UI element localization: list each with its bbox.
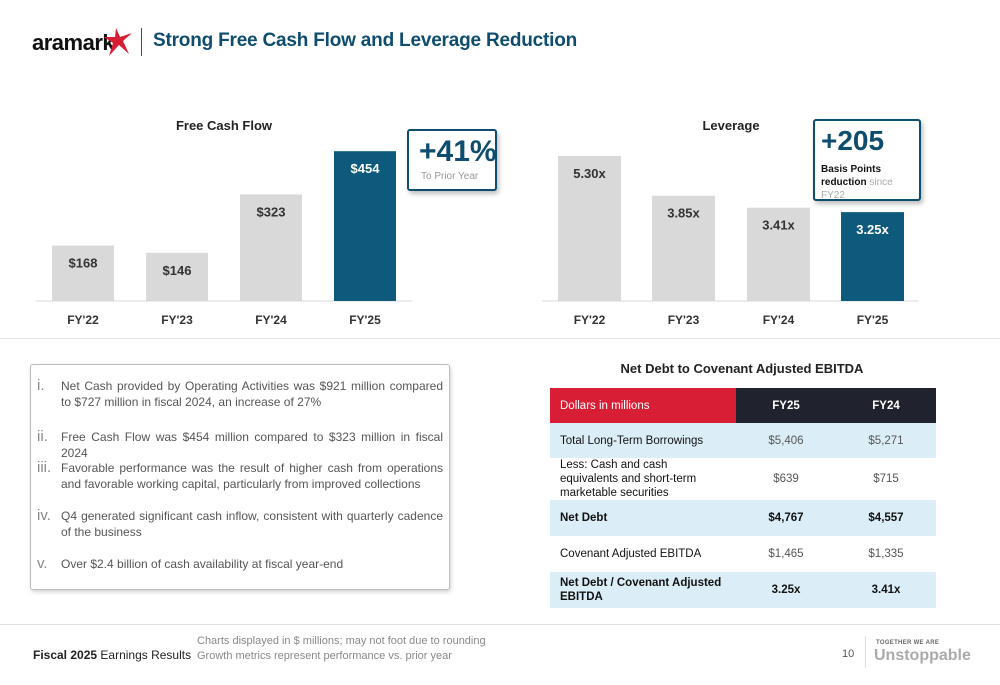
aramark-logo: aramark bbox=[32, 26, 132, 60]
table-row: Net Debt $4,767 $4,557 bbox=[550, 500, 936, 536]
slide-title: Strong Free Cash Flow and Leverage Reduc… bbox=[153, 30, 578, 51]
bullet-text: Over $2.4 billion of cash availability a… bbox=[61, 557, 344, 571]
highlights-box: i. Net Cash provided by Operating Activi… bbox=[30, 364, 450, 590]
table-row: Net Debt / Covenant Adjusted EBITDA 3.25… bbox=[550, 572, 936, 608]
row-label: Net Debt bbox=[550, 500, 736, 536]
bullet-text: Q4 generated significant cash inflow, co… bbox=[61, 509, 443, 539]
leverage-caption-grey: since FY22 bbox=[821, 177, 893, 201]
category-label: FY'23 bbox=[668, 313, 700, 327]
table-row: Covenant Adjusted EBITDA $1,465 $1,335 bbox=[550, 536, 936, 572]
bar bbox=[334, 151, 396, 301]
bar bbox=[747, 207, 810, 301]
bar bbox=[52, 245, 114, 301]
bullet-text: Favorable performance was the result of … bbox=[61, 461, 443, 491]
tagline-small: TOGETHER WE ARE bbox=[876, 640, 940, 646]
bar-value-label: 5.30x bbox=[573, 166, 606, 181]
category-label: FY'24 bbox=[763, 313, 795, 327]
category-label: FY'24 bbox=[255, 313, 287, 327]
row-label: Covenant Adjusted EBITDA bbox=[560, 548, 702, 560]
row-label: Less: Cash and cash equivalents and shor… bbox=[560, 459, 697, 499]
row-label: Total Long-Term Borrowings bbox=[550, 423, 736, 458]
bullet-text: Free Cash Flow was $454 million compared… bbox=[61, 430, 443, 460]
leverage-reduction-value: +205 bbox=[821, 125, 885, 156]
bar-value-label: 3.85x bbox=[667, 206, 700, 221]
bullet-number: v. bbox=[37, 555, 48, 572]
bar bbox=[841, 212, 904, 301]
header-units: Dollars in millions bbox=[550, 388, 736, 423]
bullet-number: iii. bbox=[37, 459, 52, 476]
free-cash-flow-chart: Free Cash Flow $168 FY'22 $146 FY'23 $323 FY'2… bbox=[36, 118, 412, 327]
bar-value-label: $146 bbox=[163, 263, 192, 278]
star-person-icon bbox=[104, 28, 132, 56]
title-divider bbox=[141, 28, 142, 56]
bar bbox=[146, 252, 208, 301]
footer-report-rest: Earnings Results bbox=[97, 648, 192, 662]
category-label: FY'25 bbox=[857, 313, 889, 327]
bar bbox=[558, 156, 621, 301]
bar bbox=[240, 194, 302, 301]
bar bbox=[652, 195, 715, 301]
footer-fiscal: Fiscal 2025 bbox=[33, 648, 98, 662]
bar-value-label: $454 bbox=[351, 161, 381, 176]
bullet-number: iv. bbox=[37, 507, 51, 524]
category-label: FY'23 bbox=[161, 313, 193, 327]
bar-value-label: 3.25x bbox=[856, 222, 889, 237]
fcf-growth-callout: +41% To Prior Year bbox=[407, 129, 497, 191]
footer-notes: Charts displayed in $ millions; may not … bbox=[197, 634, 486, 664]
header-fy24: FY24 bbox=[836, 388, 936, 423]
footer-note-2: Growth metrics represent performance vs.… bbox=[197, 650, 452, 662]
footer-report-name: Fiscal 2025 Earnings Results bbox=[33, 648, 191, 662]
row-fy24: $715 bbox=[873, 473, 899, 485]
section-divider bbox=[0, 338, 1000, 339]
bullet-text: Net Cash provided by Operating Activitie… bbox=[61, 379, 443, 409]
bar-value-label: $168 bbox=[69, 256, 98, 271]
fcf-growth-caption: To Prior Year bbox=[421, 171, 479, 182]
footer-note-1: Charts displayed in $ millions; may not … bbox=[197, 635, 486, 647]
row-fy25: $1,465 bbox=[768, 548, 804, 560]
page-number: 10 bbox=[842, 648, 855, 660]
leverage-reduction-caption: Basis Points reduction since FY22 bbox=[821, 163, 919, 202]
leverage-reduction-callout: +205 Basis Points reduction since FY22 bbox=[813, 119, 921, 201]
row-fy24: $4,557 bbox=[836, 500, 936, 536]
row-label: Net Debt / Covenant Adjusted EBITDA bbox=[550, 572, 736, 608]
bullet-number: ii. bbox=[37, 428, 48, 445]
row-fy25: $5,406 bbox=[736, 423, 836, 458]
bullet-number: i. bbox=[37, 377, 45, 394]
footer-separator bbox=[865, 636, 866, 668]
leverage-caption-bold: Basis Points reduction bbox=[821, 164, 882, 188]
footer-divider bbox=[0, 624, 1000, 625]
net-debt-table: Dollars in millions FY25 FY24 Total Long… bbox=[550, 388, 936, 608]
fcf-growth-value: +41% bbox=[419, 135, 497, 168]
row-fy25: $639 bbox=[773, 473, 799, 485]
row-fy25: 3.25x bbox=[736, 572, 836, 608]
chart-title: Leverage bbox=[702, 118, 759, 133]
category-label: FY'22 bbox=[574, 313, 606, 327]
row-fy24: $1,335 bbox=[868, 548, 904, 560]
table-title: Net Debt to Covenant Adjusted EBITDA bbox=[620, 361, 864, 376]
tagline-unstoppable: Unstoppable bbox=[874, 647, 971, 664]
category-label: FY'25 bbox=[349, 313, 381, 327]
category-label: FY'22 bbox=[67, 313, 99, 327]
row-fy24: $5,271 bbox=[836, 423, 936, 458]
bar-value-label: $323 bbox=[257, 204, 286, 219]
logo-wordmark: aramark bbox=[32, 30, 115, 55]
row-fy25: $4,767 bbox=[736, 500, 836, 536]
table-row: Total Long-Term Borrowings $5,406 $5,271 bbox=[550, 423, 936, 458]
row-fy24: 3.41x bbox=[836, 572, 936, 608]
chart-title: Free Cash Flow bbox=[176, 118, 273, 133]
table-header-row: Dollars in millions FY25 FY24 bbox=[550, 388, 936, 423]
leverage-chart: Leverage 5.30x FY'22 3.85x FY'23 3.41x FY'24 3.… bbox=[542, 118, 918, 327]
table-row: Less: Cash and cash equivalents and shor… bbox=[550, 458, 936, 500]
bar-value-label: 3.41x bbox=[762, 218, 795, 233]
header-fy25: FY25 bbox=[736, 388, 836, 423]
charts-area: Free Cash Flow $168 FY'22 $146 FY'23 $323 FY'2… bbox=[36, 118, 918, 327]
